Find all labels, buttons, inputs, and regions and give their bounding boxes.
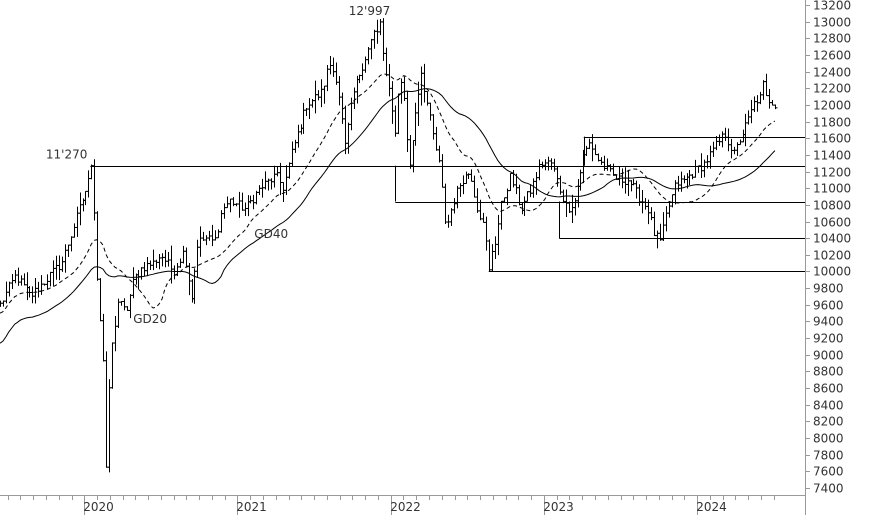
y-tick-label-12000: 12000 [813,99,851,113]
y-tick-label-11400: 11400 [813,149,851,163]
y-tick-label-9600: 9600 [813,299,844,313]
y-tick-label-12600: 12600 [813,49,851,63]
y-tick-label-9400: 9400 [813,315,844,329]
y-tick-label-8400: 8400 [813,399,844,413]
price-bars [0,18,778,473]
y-tick-label-12800: 12800 [813,32,851,46]
y-tick-label-12200: 12200 [813,82,851,96]
y-tick-label-8000: 8000 [813,432,844,446]
annotation-gd20: GD20 [133,312,167,326]
y-tick-label-10200: 10200 [813,249,851,263]
annotation-12997: 12'997 [349,4,390,18]
y-tick-label-10800: 10800 [813,199,851,213]
annotation-gd40: GD40 [254,227,288,241]
y-tick-label-7600: 7600 [813,465,844,479]
x-tick-label-2023: 2023 [543,500,574,514]
annotation-11270: 11'270 [46,148,87,162]
support-resistance-levels [90,136,805,272]
moving-average-gd40 [0,88,776,344]
y-tick-label-9200: 9200 [813,332,844,346]
y-tick-label-12400: 12400 [813,66,851,80]
y-tick-label-10400: 10400 [813,232,851,246]
y-tick-label-8200: 8200 [813,415,844,429]
y-tick-label-9000: 9000 [813,349,844,363]
y-tick-label-13200: 13200 [813,0,851,13]
x-tick-label-2022: 2022 [390,500,421,514]
y-tick-label-9800: 9800 [813,282,844,296]
y-tick-label-11200: 11200 [813,166,851,180]
y-tick-label-10000: 10000 [813,265,851,279]
y-tick-label-11800: 11800 [813,116,851,130]
y-tick-label-7800: 7800 [813,449,844,463]
y-tick-label-13000: 13000 [813,16,851,30]
axes: 7400 7600 7800 8000 8200 8400 8600 8800 9000 9200… [0,0,851,515]
annotations: 11'270 12'997 GD40 GD20 [46,4,390,326]
y-tick-label-8800: 8800 [813,365,844,379]
x-tick-label-2024: 2024 [696,500,727,514]
x-tick-label-2021: 2021 [236,500,267,514]
y-tick-label-7400: 7400 [813,482,844,496]
x-tick-label-2020: 2020 [83,500,114,514]
y-tick-label-8600: 8600 [813,382,844,396]
y-tick-label-10600: 10600 [813,216,851,230]
y-tick-label-11000: 11000 [813,182,851,196]
y-tick-label-11600: 11600 [813,132,851,146]
